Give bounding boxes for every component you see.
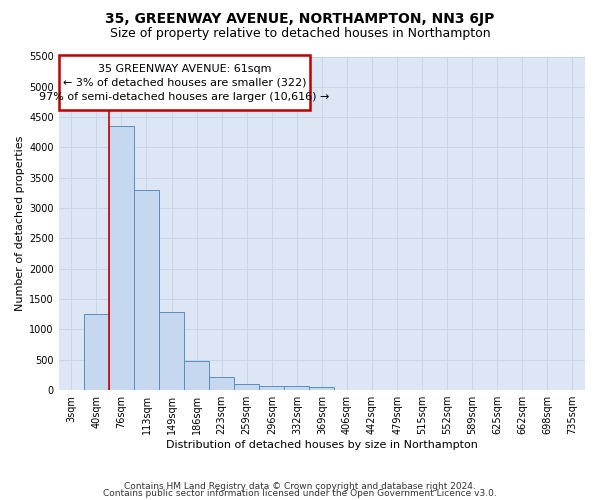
FancyBboxPatch shape <box>59 56 310 110</box>
Text: Contains HM Land Registry data © Crown copyright and database right 2024.: Contains HM Land Registry data © Crown c… <box>124 482 476 491</box>
Text: Size of property relative to detached houses in Northampton: Size of property relative to detached ho… <box>110 28 490 40</box>
Text: 35 GREENWAY AVENUE: 61sqm
← 3% of detached houses are smaller (322)
97% of semi-: 35 GREENWAY AVENUE: 61sqm ← 3% of detach… <box>40 64 330 102</box>
Text: 35, GREENWAY AVENUE, NORTHAMPTON, NN3 6JP: 35, GREENWAY AVENUE, NORTHAMPTON, NN3 6J… <box>106 12 494 26</box>
Bar <box>134 190 159 390</box>
Bar <box>84 314 109 390</box>
Bar <box>284 386 310 390</box>
Bar <box>209 376 234 390</box>
Y-axis label: Number of detached properties: Number of detached properties <box>15 136 25 311</box>
Bar <box>159 312 184 390</box>
Bar <box>310 387 334 390</box>
Bar <box>234 384 259 390</box>
Text: Contains public sector information licensed under the Open Government Licence v3: Contains public sector information licen… <box>103 490 497 498</box>
Bar <box>184 361 209 390</box>
Bar <box>109 126 134 390</box>
X-axis label: Distribution of detached houses by size in Northampton: Distribution of detached houses by size … <box>166 440 478 450</box>
Bar <box>259 386 284 390</box>
